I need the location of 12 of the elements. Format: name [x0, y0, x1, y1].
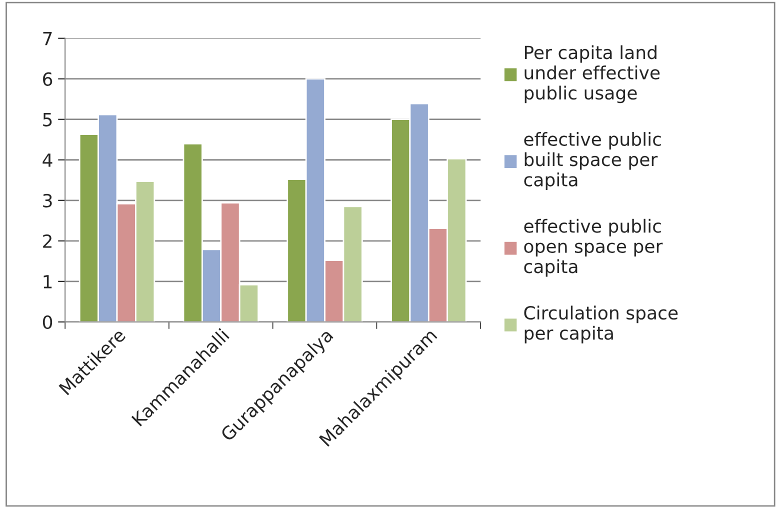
legend-label: Per capita land under effective public usage — [524, 45, 660, 104]
y-tick-label: 3 — [43, 194, 52, 208]
legend-label: effective public open space per capita — [524, 218, 663, 277]
y-tick-label: 1 — [44, 275, 52, 288]
y-tick-label: 4 — [42, 154, 52, 167]
y-tick-label: 7 — [43, 32, 52, 46]
legend-label: Circulation space per capita — [524, 306, 678, 344]
y-tick-label: 2 — [43, 234, 52, 248]
y-tick-label: 5 — [43, 113, 52, 126]
y-tick-label: 6 — [43, 72, 52, 86]
legend-label: effective public built space per capita — [524, 132, 661, 190]
y-tick-label: 0 — [42, 315, 52, 330]
